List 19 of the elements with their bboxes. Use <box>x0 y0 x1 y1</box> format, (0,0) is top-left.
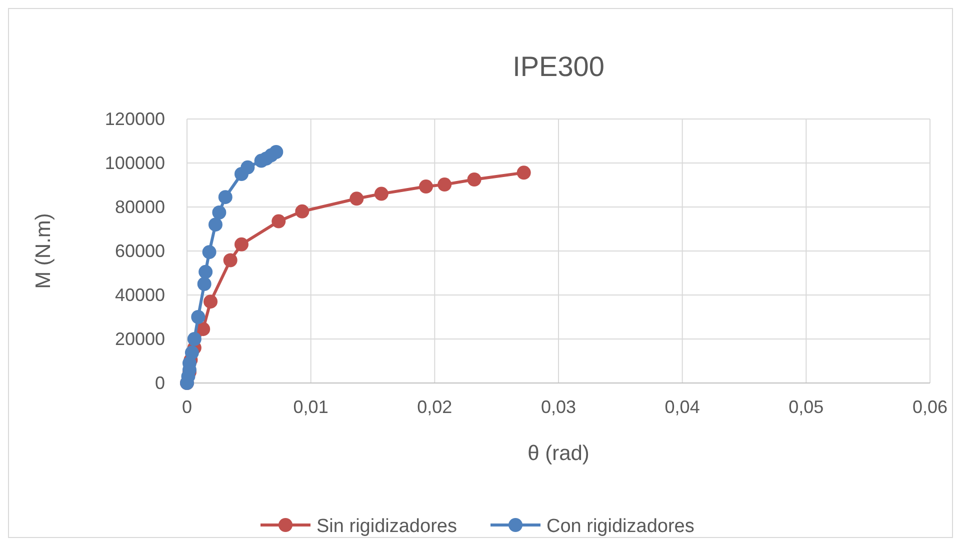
x-tick-label: 0,06 <box>912 397 948 417</box>
y-tick-label: 40000 <box>114 285 165 305</box>
x-tick-label: 0,05 <box>788 397 824 417</box>
x-axis-title: θ (rad) <box>528 442 590 465</box>
chart-title: IPE300 <box>512 51 604 82</box>
y-tick-label: 0 <box>154 373 165 393</box>
x-tick-label: 0 <box>182 397 192 417</box>
y-tick-label: 100000 <box>104 153 165 173</box>
legend-label: Sin rigidizadores <box>316 516 457 537</box>
x-tick-label: 0,03 <box>540 397 576 417</box>
y-tick-label: 20000 <box>114 329 165 349</box>
legend-label: Con rigidizadores <box>546 516 694 537</box>
y-axis-title: M (N.m) <box>32 213 55 289</box>
y-tick-label: 60000 <box>114 241 165 261</box>
x-tick-label: 0,02 <box>417 397 452 417</box>
y-tick-label: 80000 <box>114 197 165 217</box>
x-tick-label: 0,04 <box>664 397 700 417</box>
y-tick-label: 120000 <box>104 109 165 129</box>
x-tick-label: 0,01 <box>293 397 328 417</box>
